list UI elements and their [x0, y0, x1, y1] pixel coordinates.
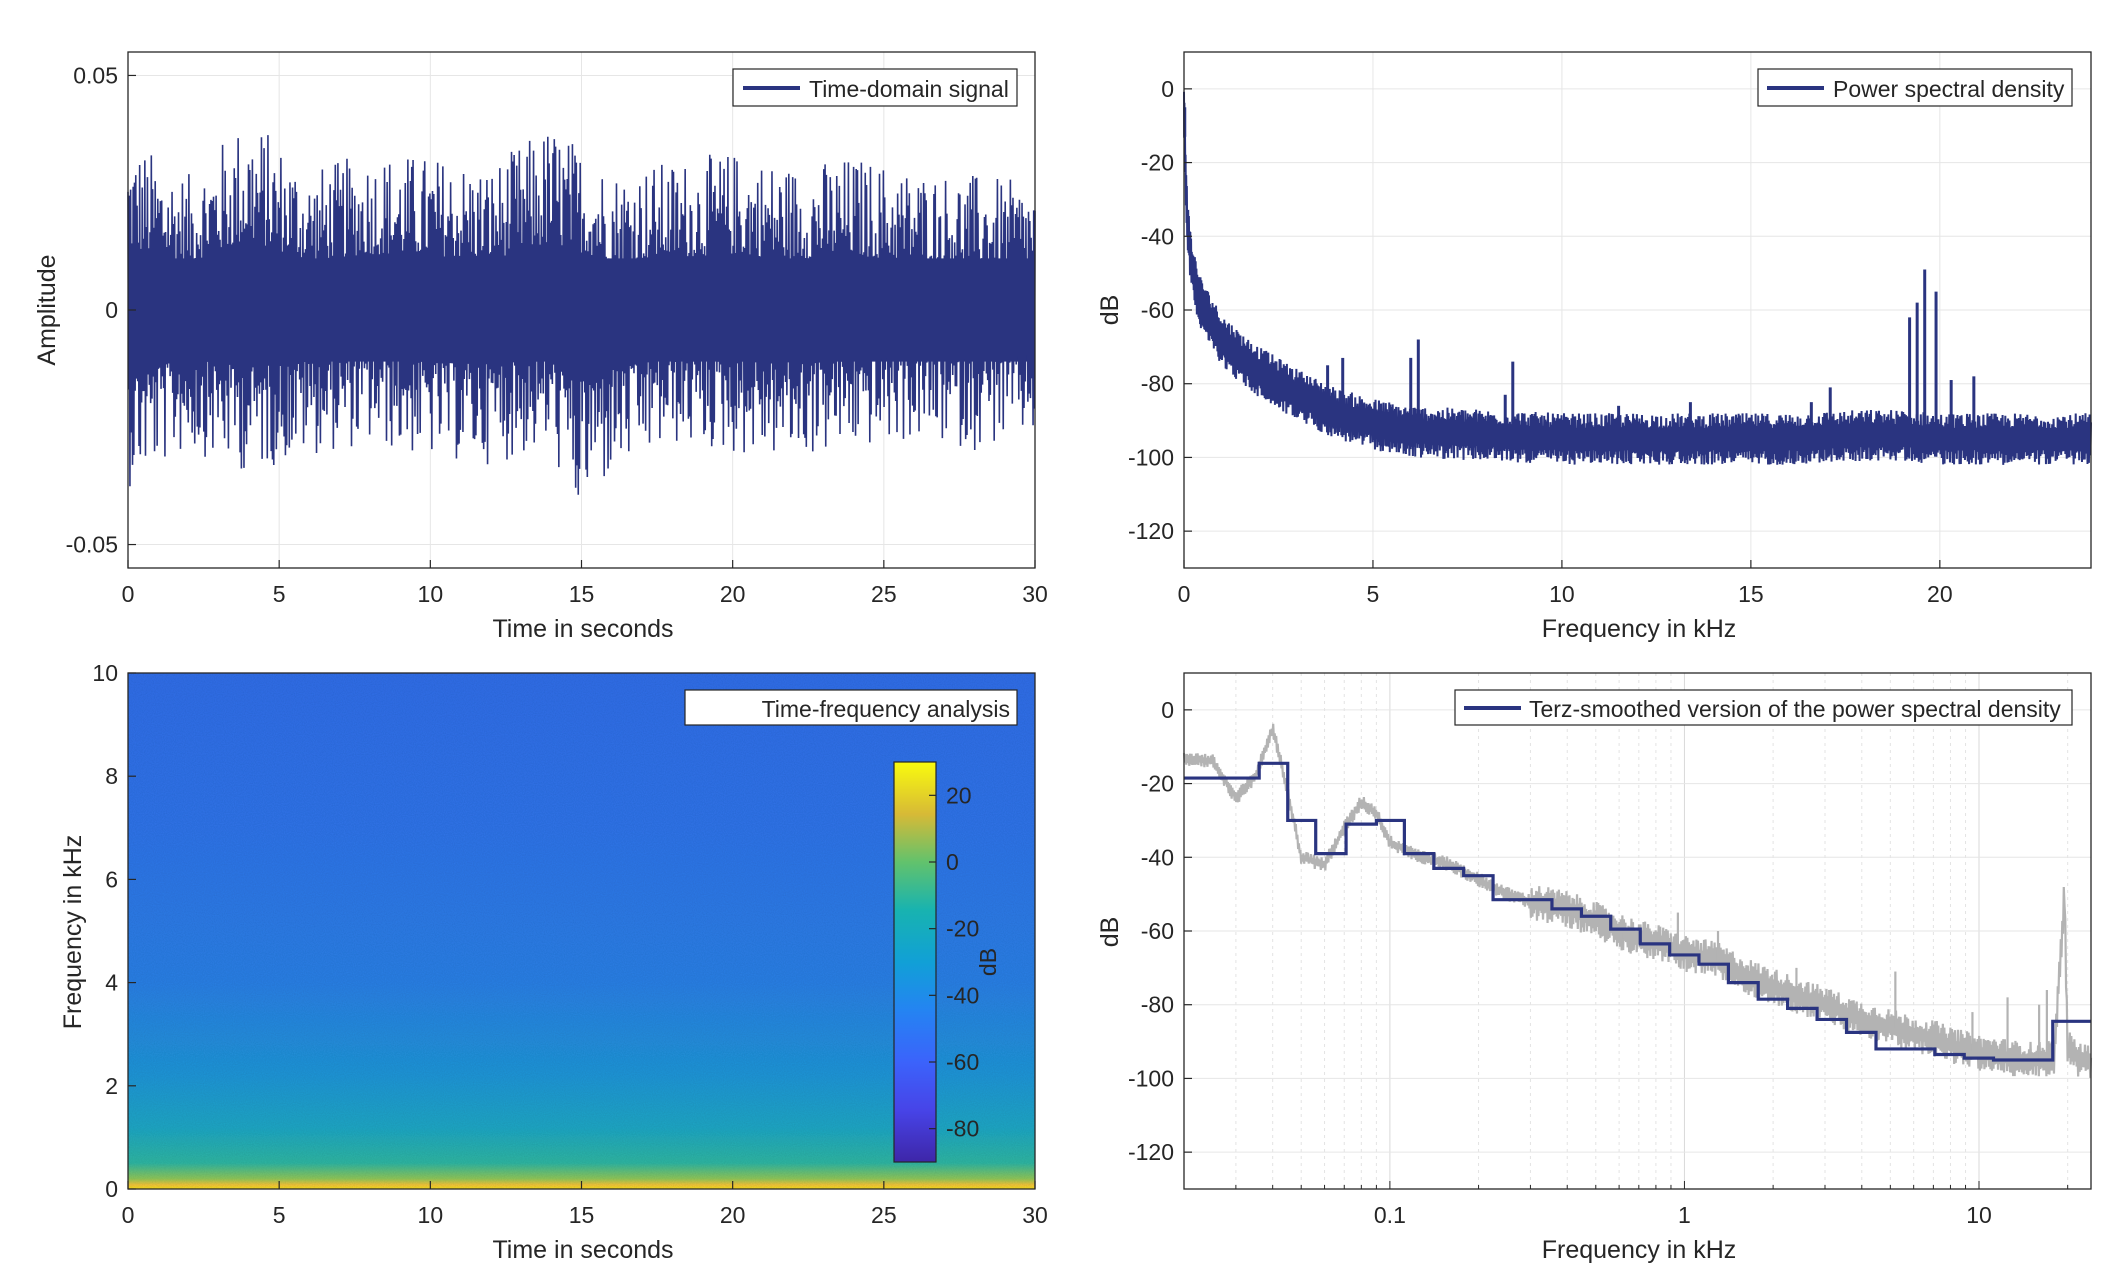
time-x-tick-label: 15 [569, 581, 595, 607]
psd-x-tick-label: 10 [1549, 581, 1575, 607]
terz-y-tick-label: -20 [1141, 771, 1174, 797]
time-x-tick-label: 20 [720, 581, 746, 607]
psd-y-tick-label: -40 [1141, 223, 1174, 249]
terz-y-tick-label: -60 [1141, 918, 1174, 944]
spectrogram-x-tick-label: 10 [418, 1202, 444, 1228]
spectrogram-x-tick-label: 15 [569, 1202, 595, 1228]
psd-x-tick-label: 15 [1738, 581, 1764, 607]
psd-y-tick-label: -20 [1141, 150, 1174, 176]
spectrogram-y-tick-label: 6 [105, 866, 118, 892]
time-signal-series [127, 135, 1036, 495]
spectrogram-y-tick-label: 8 [105, 763, 118, 789]
spectrogram-y-tick-label: 10 [92, 660, 118, 686]
colorbar-tick-label: 0 [946, 849, 959, 875]
terz-legend-box [1454, 689, 2073, 726]
psd-y-tick-label: -60 [1141, 297, 1174, 323]
time-y-axis-label: Amplitude [33, 254, 61, 365]
spectrogram-y-tick-label: 2 [105, 1073, 118, 1099]
psd-x-axis-label: Frequency in kHz [1542, 615, 1737, 643]
colorbar-gradient [893, 761, 937, 1163]
colorbar-tick-labels: -80 -60 -40 -20 0 20 [929, 782, 979, 1142]
terz-legend-label: Terz-smoothed version of the power spect… [1529, 696, 2061, 722]
time-signal-line [127, 135, 1036, 495]
time-x-tick-label: 25 [871, 581, 897, 607]
psd-y-tick-label: -80 [1141, 371, 1174, 397]
psd-y-tick-label: -120 [1128, 518, 1174, 544]
psd-x-tick-label: 5 [1367, 581, 1380, 607]
time-legend: Time-domain signal [732, 68, 1018, 107]
psd-y-axis-label: dB [1096, 295, 1124, 326]
spectrogram-image [128, 673, 1035, 1189]
terz-smoothed-series [1184, 761, 2091, 1062]
terz-legend: Terz-smoothed version of the power spect… [1454, 689, 2073, 726]
spectrogram-x-tick-label: 25 [871, 1202, 897, 1228]
psd-x-tick-label: 20 [1927, 581, 1953, 607]
terz-x-tick-label: 10 [1966, 1202, 1992, 1228]
colorbar-tick-label: -60 [946, 1049, 979, 1075]
terz-x-axis-label: Frequency in kHz [1542, 1236, 1737, 1264]
spectrogram-x-tick-label: 0 [122, 1202, 135, 1228]
spectrogram-x-tick-label: 30 [1022, 1202, 1048, 1228]
psd-y-tick-label: -100 [1128, 444, 1174, 470]
spectrogram-x-axis-label: Time in seconds [492, 1236, 673, 1264]
terz-x-tick-label: 0.1 [1374, 1202, 1406, 1228]
psd-tick-labels: 0 5 10 15 20 -120 -100 -80 -60 -40 -20 0 [1128, 76, 1953, 607]
spectrogram-y-tick-label: 4 [105, 970, 118, 996]
time-x-tick-label: 30 [1022, 581, 1048, 607]
spectrogram-legend-box [684, 689, 1018, 726]
psd-series [1183, 91, 2092, 465]
terz-y-axis-label: dB [1096, 917, 1124, 948]
terz-smoothed-line [1184, 761, 2091, 1062]
terz-grid [1183, 673, 2091, 1189]
colorbar-label: dB [975, 948, 1001, 976]
psd-y-tick-label: 0 [1161, 76, 1174, 102]
psd-grid [1183, 52, 2091, 568]
time-x-tick-label: 0 [122, 581, 135, 607]
terz-x-tick-label: 1 [1678, 1202, 1691, 1228]
spectrogram-x-tick-label: 20 [720, 1202, 746, 1228]
spectrogram-legend-label: Time-frequency analysis [762, 696, 1010, 722]
spectrogram-x-tick-label: 5 [273, 1202, 286, 1228]
spectrogram-legend: Time-frequency analysis [684, 689, 1018, 726]
spectrogram-y-tick-label: 0 [105, 1176, 118, 1202]
psd-legend: Power spectral density [1757, 68, 2073, 107]
psd-legend-label: Power spectral density [1833, 76, 2065, 102]
colorbar-tick-label: -20 [946, 916, 979, 942]
spectrogram-tick-labels: 0 5 10 15 20 25 30 0 2 4 6 8 10 [92, 660, 1047, 1228]
spectrogram-plot: 0 5 10 15 20 25 30 0 2 4 6 8 10 Time in seconds Freq… [59, 660, 1048, 1264]
time-y-tick-label: 0 [105, 297, 118, 323]
spectrogram-y-axis-label: Frequency in kHz [59, 835, 87, 1030]
colorbar: -80 -60 -40 -20 0 20 dB [893, 761, 1001, 1163]
terz-tick-labels: 0.1 1 10 -120 -100 -80 -60 -40 -20 0 [1128, 697, 2069, 1228]
time-x-tick-label: 10 [418, 581, 444, 607]
terz-smoothed-plot: 0.1 1 10 -120 -100 -80 -60 -40 -20 0 Frequency in… [1096, 672, 2093, 1264]
psd-plot: 0 5 10 15 20 -120 -100 -80 -60 -40 -20 0 Frequency … [1096, 51, 2092, 643]
terz-y-tick-label: -100 [1128, 1065, 1174, 1091]
psd-x-tick-label: 0 [1178, 581, 1191, 607]
time-y-tick-label: 0.05 [73, 62, 118, 88]
terz-y-tick-label: 0 [1161, 697, 1174, 723]
time-legend-label: Time-domain signal [809, 76, 1009, 102]
time-y-tick-label: -0.05 [66, 532, 118, 558]
colorbar-tick-label: -80 [946, 1116, 979, 1142]
terz-y-tick-label: -40 [1141, 844, 1174, 870]
terz-y-tick-label: -120 [1128, 1139, 1174, 1165]
time-x-tick-label: 5 [273, 581, 286, 607]
time-x-axis-label: Time in seconds [492, 615, 673, 643]
psd-line [1183, 91, 2092, 465]
colorbar-tick-label: 20 [946, 782, 972, 808]
colorbar-tick-label: -40 [946, 982, 979, 1008]
terz-y-tick-label: -80 [1141, 992, 1174, 1018]
